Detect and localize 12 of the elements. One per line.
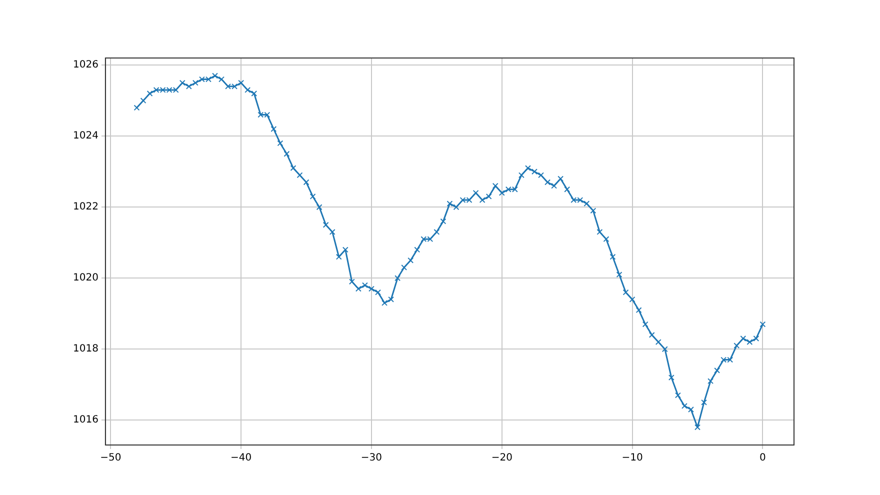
y-tick-label: 1024 [72, 130, 98, 142]
x-tick-label: 0 [760, 452, 766, 464]
x-tick-label: −30 [360, 452, 382, 464]
y-tick-label: 1020 [72, 272, 98, 284]
x-tick-label: −40 [230, 452, 252, 464]
x-tick-label: −10 [622, 452, 643, 464]
y-tick-label: 1022 [72, 202, 98, 213]
x-tick-label: −50 [100, 452, 122, 464]
x-tick-label: −20 [491, 452, 512, 464]
y-tick-label: 1016 [72, 414, 98, 426]
y-tick-label: 1026 [72, 60, 98, 71]
y-tick-label: 1018 [72, 344, 98, 355]
